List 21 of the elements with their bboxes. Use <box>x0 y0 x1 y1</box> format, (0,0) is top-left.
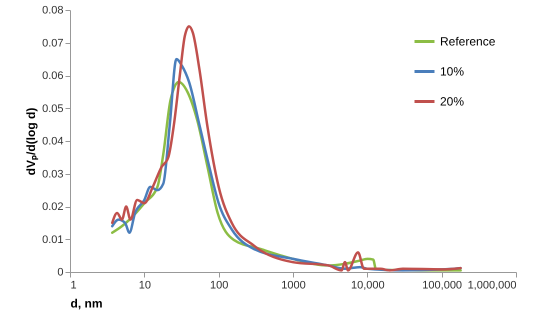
x-tick-label: 1,000,000 <box>468 280 516 292</box>
x-tick-label: 10,000 <box>351 280 385 292</box>
legend-label: 20% <box>440 94 464 108</box>
y-tick-label: 0.06 <box>42 70 64 82</box>
legend-label: Reference <box>440 34 496 48</box>
legend-label: 10% <box>440 64 464 78</box>
x-tick-label: 100,000 <box>422 280 462 292</box>
x-tick-label: 1 <box>70 280 77 292</box>
y-tick-label: 0.04 <box>42 136 64 148</box>
y-tick-label: 0.03 <box>42 168 64 180</box>
y-tick-label: 0 <box>57 266 64 278</box>
y-axis-title: dVₚ/d(log d) <box>24 108 40 176</box>
y-tick-label: 0.07 <box>42 37 64 50</box>
x-tick-label: 1000 <box>281 280 306 292</box>
x-tick-label: 10 <box>138 280 151 292</box>
y-tick-label: 0.08 <box>42 4 64 16</box>
y-tick-label: 0.05 <box>42 102 64 115</box>
y-tick-label: 0.01 <box>42 234 64 246</box>
x-axis-title: d, nm <box>70 296 102 310</box>
y-tick-label: 0.02 <box>42 201 64 213</box>
x-tick-label: 100 <box>210 280 228 292</box>
